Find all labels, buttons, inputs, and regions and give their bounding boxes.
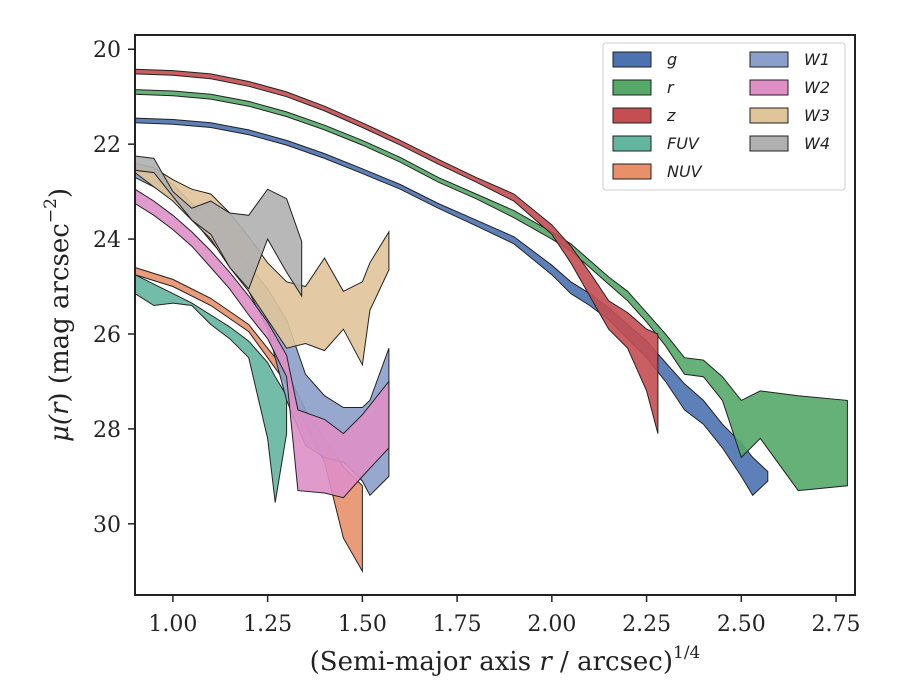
y-tick-label: 24 — [93, 228, 121, 253]
legend-label: FUV — [667, 134, 700, 153]
x-tick-label: 1.25 — [243, 612, 292, 637]
legend-swatch — [612, 135, 652, 152]
y-tick-label: 26 — [93, 323, 121, 348]
band-r — [134, 89, 848, 492]
legend-item-w1: W1 — [749, 50, 830, 69]
legend-swatch — [749, 107, 789, 124]
legend-label: NUV — [667, 162, 703, 181]
y-tick-label: 20 — [93, 38, 121, 63]
band-fuv — [134, 273, 288, 503]
legend-label: r — [667, 78, 675, 97]
legend-swatch — [612, 163, 652, 180]
legend-swatch — [612, 107, 652, 124]
legend-item-nuv: NUV — [612, 162, 703, 181]
x-tick-label: 2.75 — [812, 612, 861, 637]
x-tick-label: 2.50 — [717, 612, 766, 637]
band-z — [134, 68, 659, 434]
y-axis-title: μ(r) (mag arcsec−2) — [41, 188, 75, 442]
legend-item-w3: W3 — [749, 106, 830, 125]
legend-label: W4 — [804, 134, 830, 153]
legend-item-w2: W2 — [749, 78, 830, 97]
band-nuv — [134, 266, 363, 574]
profile-bands — [134, 68, 848, 574]
legend-item-g: g — [612, 50, 677, 69]
y-tick-label: 22 — [93, 133, 121, 158]
legend-swatch — [749, 51, 789, 68]
y-tick-label: 28 — [93, 418, 121, 443]
x-tick-label: 1.50 — [338, 612, 387, 637]
legend-item-r: r — [612, 78, 675, 97]
legend-swatch — [612, 79, 652, 96]
legend: grz FUV NUV W1 W2 W3 W4 — [602, 42, 846, 191]
x-tick-label: 2.25 — [622, 612, 671, 637]
legend-item-w4: W4 — [749, 134, 830, 153]
legend-label: W3 — [804, 106, 830, 125]
x-axis: 1.00 1.25 1.50 1.75 2.00 2.25 2.50 2.75 — [148, 595, 861, 637]
x-tick-label: 1.00 — [148, 612, 197, 637]
band-w2 — [134, 188, 390, 499]
legend-swatch — [749, 79, 789, 96]
legend-label: z — [666, 106, 676, 125]
band-g — [134, 117, 769, 497]
legend-swatch — [749, 135, 789, 152]
legend-item-fuv: FUV — [612, 134, 700, 153]
legend-label: g — [667, 50, 677, 69]
plot-frame — [134, 34, 856, 596]
legend-swatch — [612, 51, 652, 68]
x-axis-title: (Semi-major axis r / arcsec)1/4 — [310, 643, 701, 677]
band-w4 — [134, 155, 303, 298]
legend-label: W2 — [804, 78, 830, 97]
y-axis: 20 22 24 26 28 30 — [93, 38, 135, 538]
legend-item-z: z — [612, 106, 676, 125]
x-tick-label: 1.75 — [433, 612, 482, 637]
x-tick-label: 2.00 — [527, 612, 576, 637]
y-tick-label: 30 — [93, 513, 121, 538]
legend-label: W1 — [804, 50, 830, 69]
